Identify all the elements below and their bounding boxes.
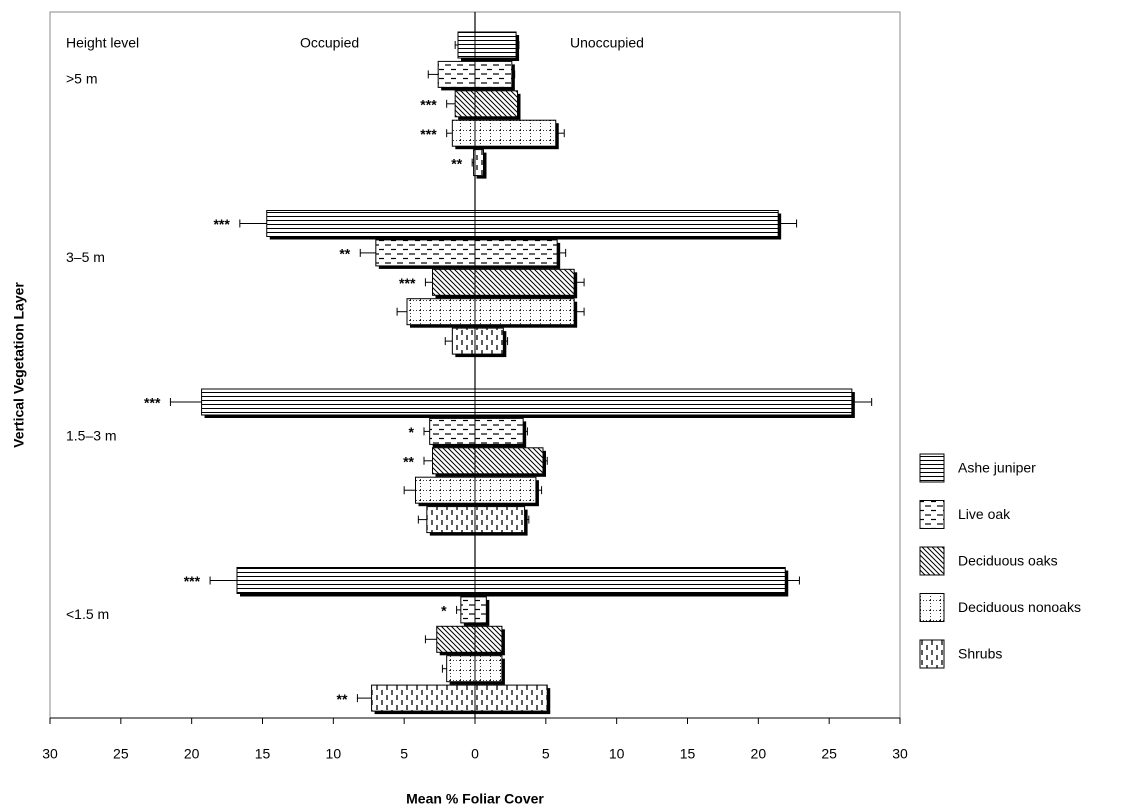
bar xyxy=(266,210,476,237)
x-tick-label: 30 xyxy=(892,746,908,762)
x-tick-label: 25 xyxy=(113,746,129,762)
bar xyxy=(451,119,476,147)
legend-label: Deciduous nonoaks xyxy=(958,599,1081,615)
y-axis-label: Vertical Vegetation Layer xyxy=(11,282,27,448)
legend-label: Shrubs xyxy=(958,646,1002,662)
x-tick-label: 5 xyxy=(542,746,550,762)
bar xyxy=(474,684,548,712)
bar xyxy=(474,567,786,594)
bar xyxy=(474,388,853,416)
x-tick-label: 0 xyxy=(471,746,479,762)
bar xyxy=(460,596,476,624)
right-header: Unoccupied xyxy=(570,35,644,51)
legend-swatch xyxy=(919,500,945,529)
x-tick-label: 10 xyxy=(609,746,625,762)
significance: ** xyxy=(451,155,462,171)
legend-swatch xyxy=(919,593,945,622)
significance: * xyxy=(409,424,415,440)
significance: *** xyxy=(420,126,437,142)
bar xyxy=(432,268,476,296)
x-tick-label: 25 xyxy=(821,746,837,762)
bar xyxy=(474,31,517,59)
x-tick-label: 20 xyxy=(751,746,767,762)
significance: *** xyxy=(420,97,437,113)
bar xyxy=(454,90,476,118)
bar xyxy=(474,327,504,355)
bar xyxy=(474,149,484,177)
bar xyxy=(474,239,558,267)
x-tick-label: 10 xyxy=(326,746,342,762)
significance: * xyxy=(441,603,447,619)
bar xyxy=(429,417,476,445)
bar xyxy=(426,506,476,534)
category-label: 3–5 m xyxy=(66,249,105,265)
bar xyxy=(474,447,544,475)
category-label: >5 m xyxy=(66,71,98,87)
category-label: 1.5–3 m xyxy=(66,428,117,444)
significance: ** xyxy=(403,454,414,470)
legend-swatch xyxy=(919,546,945,576)
level-header: Height level xyxy=(66,35,139,51)
bar xyxy=(201,388,476,416)
x-tick-label: 20 xyxy=(184,746,200,762)
bar xyxy=(474,417,524,445)
bar xyxy=(415,476,476,504)
bar xyxy=(474,268,575,296)
bar xyxy=(371,684,476,712)
bar xyxy=(474,506,526,534)
bar xyxy=(474,596,487,624)
bar xyxy=(474,90,518,118)
x-tick-label: 5 xyxy=(400,746,408,762)
bar xyxy=(474,655,503,683)
left-header: Occupied xyxy=(300,35,359,51)
x-tick-label: 15 xyxy=(255,746,271,762)
bar xyxy=(406,298,476,326)
bar xyxy=(474,625,503,653)
bar xyxy=(432,447,476,475)
bar xyxy=(474,298,575,326)
bar xyxy=(375,239,476,267)
significance: ** xyxy=(339,246,350,262)
significance: *** xyxy=(399,275,416,291)
bar xyxy=(474,210,779,237)
bar xyxy=(436,625,476,653)
bar xyxy=(437,60,476,88)
bar xyxy=(451,327,476,355)
x-axis-label: Mean % Foliar Cover xyxy=(406,791,544,807)
bar xyxy=(457,31,476,59)
x-tick-label: 15 xyxy=(680,746,696,762)
bar xyxy=(446,655,476,683)
significance: *** xyxy=(213,216,230,232)
legend-label: Deciduous oaks xyxy=(958,553,1058,569)
significance: ** xyxy=(337,691,348,707)
significance: *** xyxy=(184,573,201,589)
bar xyxy=(474,119,557,147)
legend-swatch xyxy=(919,639,945,669)
bar xyxy=(474,476,537,504)
legend-swatch xyxy=(919,453,945,483)
x-tick-label: 30 xyxy=(42,746,58,762)
significance: *** xyxy=(144,395,161,411)
legend-label: Ashe juniper xyxy=(958,460,1036,476)
bar xyxy=(474,60,513,88)
category-label: <1.5 m xyxy=(66,606,109,622)
bar xyxy=(236,567,476,594)
legend-label: Live oak xyxy=(958,506,1011,522)
